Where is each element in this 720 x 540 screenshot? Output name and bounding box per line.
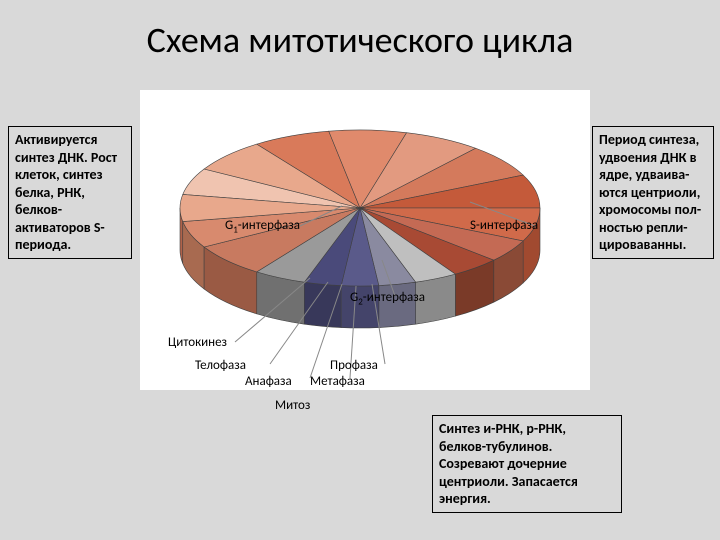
label-cytokinesis: Цитокинез [168,335,227,350]
label-s: S-интерфаза [470,218,538,233]
annotation-s: Период синтеза, удвоения ДНК в ядре, удв… [592,126,714,259]
label-metaphase: Метафаза [310,374,365,389]
label-g2: G2-интерфаза [350,290,425,308]
annotation-g2: Синтез и-РНК, р-РНК, белков-тубулинов. С… [432,415,622,513]
label-g1: G1-интерфаза [225,218,300,236]
page-title: Схема митотического цикла [0,0,720,62]
label-mitosis: Митоз [275,398,310,413]
label-anaphase: Анафаза [245,374,292,389]
annotation-g1: Активируется синтез ДНК. Рост клеток, си… [8,126,132,259]
label-telophase: Телофаза [195,358,246,373]
label-prophase: Профаза [330,358,378,373]
